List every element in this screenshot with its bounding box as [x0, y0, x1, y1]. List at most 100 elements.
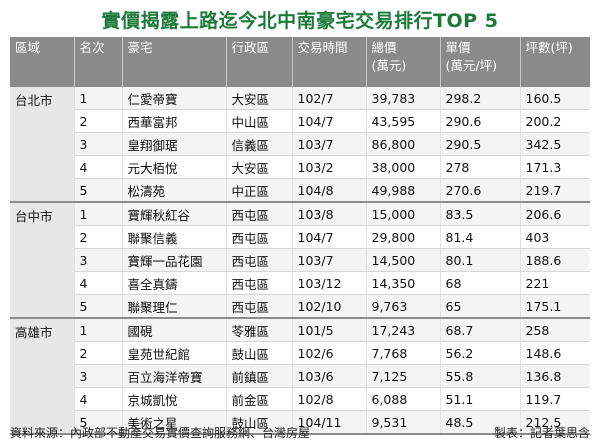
- district-cell: 鼓山區: [226, 341, 293, 365]
- area-cell: 200.2: [520, 109, 590, 133]
- total-price-cell: 17,243: [366, 318, 441, 342]
- date-cell: 102/6: [292, 341, 367, 365]
- unit-price-cell: 81.4: [440, 225, 521, 249]
- page-title: 實價揭露上路迄今北中南豪宅交易排行TOP 5: [101, 10, 499, 32]
- date-cell: 104/11: [292, 410, 367, 435]
- total-price-cell: 29,800: [366, 225, 441, 249]
- column-header-name: 豪宅: [122, 37, 227, 87]
- area-cell: 175.1: [520, 294, 590, 319]
- rank-cell: 2: [74, 225, 123, 249]
- area-cell: 403: [520, 225, 590, 249]
- table-row: 4 京城凱悅 前金區 102/8 6,088 51.1 119.7: [10, 387, 590, 411]
- table-row: 5 美術之星 鼓山區 104/11 9,531 48.5 212.5: [10, 410, 590, 435]
- unit-price-cell: 55.8: [440, 364, 521, 388]
- rank-cell: 3: [74, 364, 123, 388]
- ranking-table: 區域 名次 豪宅 行政區 交易時間 總價 (萬元) 單價 (萬元/坪) 坪數(坪…: [10, 37, 590, 435]
- column-header-region: 區域: [10, 37, 75, 87]
- area-cell: 206.6: [520, 202, 590, 226]
- table-row: 4 喜全真鑄 西屯區 103/12 14,350 68 221: [10, 271, 590, 295]
- footer: 資料來源：內政部不動產交易實價查詢服務網、台灣房屋 製表：記者葉思含: [10, 424, 590, 441]
- name-cell: 美術之星: [122, 410, 227, 435]
- table-row: 5 聯聚理仁 西屯區 102/10 9,763 65 175.1: [10, 294, 590, 319]
- total-price-cell: 43,595: [366, 109, 441, 133]
- unit-price-cell: 290.5: [440, 132, 521, 156]
- name-cell: 仁愛帝寶: [122, 87, 227, 110]
- name-cell: 元大栢悅: [122, 155, 227, 179]
- table-row: 5 松濤苑 中正區 104/8 49,988 270.6 219.7: [10, 178, 590, 203]
- name-cell: 松濤苑: [122, 178, 227, 203]
- area-cell: 148.6: [520, 341, 590, 365]
- total-price-cell: 7,768: [366, 341, 441, 365]
- column-header-district: 行政區: [226, 37, 293, 87]
- district-cell: 西屯區: [226, 248, 293, 272]
- table-row: 台北市 1 仁愛帝寶 大安區 102/7 39,783 298.2 160.5: [10, 87, 590, 203]
- table-body: 台北市 1 仁愛帝寶 大安區 102/7 39,783 298.2 160.5 2 西華富邦 中山區…: [10, 87, 590, 435]
- date-cell: 103/7: [292, 132, 367, 156]
- district-cell: 大安區: [226, 155, 293, 179]
- area-cell: 258: [520, 318, 590, 342]
- table-row: 台中市 1 寶輝秋紅谷 西屯區 103/8 15,000 83.5 206.6: [10, 202, 590, 319]
- table-row: 2 西華富邦 中山區 104/7 43,595 290.6 200.2: [10, 109, 590, 133]
- rank-cell: 1: [74, 318, 123, 342]
- total-price-cell: 49,988: [366, 178, 441, 203]
- total-price-cell: 6,088: [366, 387, 441, 411]
- rank-cell: 2: [74, 109, 123, 133]
- rank-cell: 3: [74, 248, 123, 272]
- unit-price-cell: 68: [440, 271, 521, 295]
- unit-price-cell: 80.1: [440, 248, 521, 272]
- total-price-cell: 9,531: [366, 410, 441, 435]
- district-cell: 中正區: [226, 178, 293, 203]
- total-price-cell: 38,000: [366, 155, 441, 179]
- date-cell: 104/7: [292, 225, 367, 249]
- district-cell: 西屯區: [226, 271, 293, 295]
- total-price-cell: 14,350: [366, 271, 441, 295]
- rank-cell: 4: [74, 387, 123, 411]
- area-cell: 219.7: [520, 178, 590, 203]
- source-note: 資料來源：內政部不動產交易實價查詢服務網、台灣房屋: [10, 426, 311, 440]
- table-header-row: 區域 名次 豪宅 行政區 交易時間 總價 (萬元) 單價 (萬元/坪) 坪數(坪…: [10, 37, 590, 87]
- name-cell: 寶輝秋紅谷: [122, 202, 227, 226]
- column-header-total-price: 總價 (萬元): [366, 37, 441, 87]
- district-cell: 西屯區: [226, 202, 293, 226]
- district-cell: 中山區: [226, 109, 293, 133]
- unit-price-cell: 298.2: [440, 87, 521, 110]
- date-cell: 102/8: [292, 387, 367, 411]
- table-row: 4 元大栢悅 大安區 103/2 38,000 278 171.3: [10, 155, 590, 179]
- unit-price-cell: 48.5: [440, 410, 521, 435]
- name-cell: 國硯: [122, 318, 227, 342]
- unit-price-cell: 56.2: [440, 341, 521, 365]
- area-cell: 119.7: [520, 387, 590, 411]
- area-cell: 160.5: [520, 87, 590, 110]
- total-price-cell: 9,763: [366, 294, 441, 319]
- name-cell: 聯聚信義: [122, 225, 227, 249]
- district-cell: 鼓山區: [226, 410, 293, 435]
- unit-price-cell: 278: [440, 155, 521, 179]
- unit-price-cell: 51.1: [440, 387, 521, 411]
- total-price-cell: 7,125: [366, 364, 441, 388]
- rank-cell: 2: [74, 341, 123, 365]
- date-cell: 103/8: [292, 202, 367, 226]
- column-header-area: 坪數(坪): [520, 37, 590, 87]
- total-price-cell: 86,800: [366, 132, 441, 156]
- unit-price-cell: 65: [440, 294, 521, 319]
- table-row: 3 皇翔御琚 信義區 103/7 86,800 290.5 342.5: [10, 132, 590, 156]
- total-price-cell: 15,000: [366, 202, 441, 226]
- rank-cell: 3: [74, 132, 123, 156]
- rank-cell: 1: [74, 202, 123, 226]
- date-cell: 103/7: [292, 248, 367, 272]
- date-cell: 104/8: [292, 178, 367, 203]
- credit-note: 製表：記者葉思含: [493, 426, 590, 440]
- name-cell: 聯聚理仁: [122, 294, 227, 319]
- table-row: 2 皇苑世紀館 鼓山區 102/6 7,768 56.2 148.6: [10, 341, 590, 365]
- district-cell: 西屯區: [226, 225, 293, 249]
- table-row: 3 寶輝一品花園 西屯區 103/7 14,500 80.1 188.6: [10, 248, 590, 272]
- name-cell: 西華富邦: [122, 109, 227, 133]
- column-header-rank: 名次: [74, 37, 123, 87]
- district-cell: 前鎮區: [226, 364, 293, 388]
- area-cell: 342.5: [520, 132, 590, 156]
- district-cell: 西屯區: [226, 294, 293, 319]
- district-cell: 前金區: [226, 387, 293, 411]
- rank-cell: 5: [74, 178, 123, 203]
- unit-price-cell: 68.7: [440, 318, 521, 342]
- area-cell: 136.8: [520, 364, 590, 388]
